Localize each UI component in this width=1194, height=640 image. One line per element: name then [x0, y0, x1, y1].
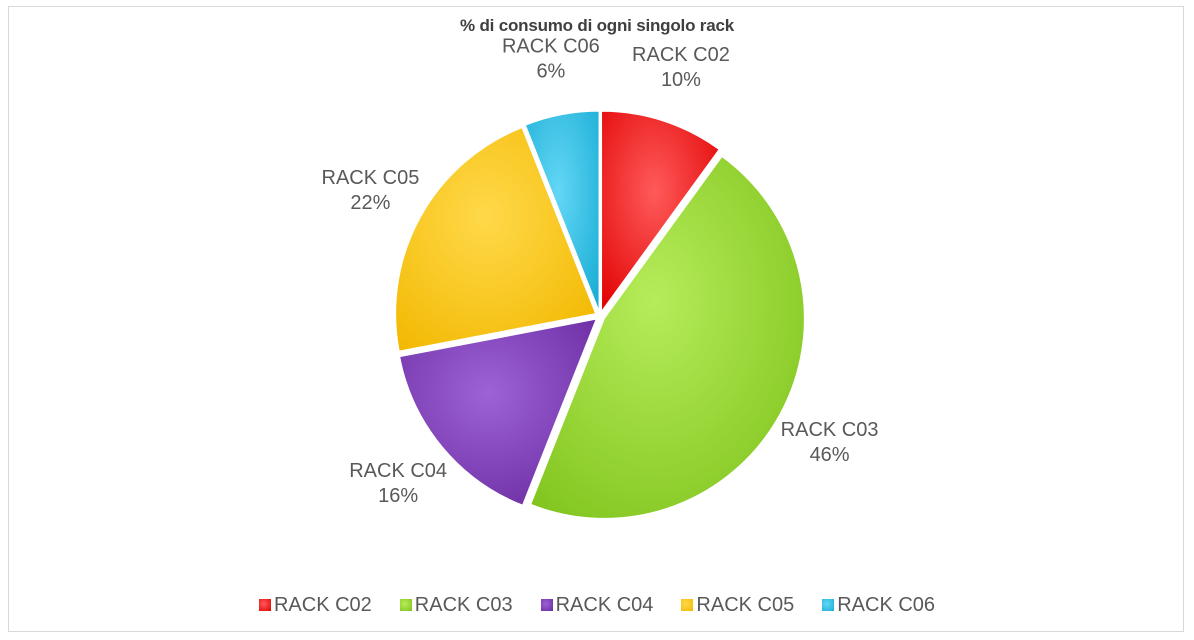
legend-swatch	[540, 599, 553, 611]
pie-slice-rack-c06	[524, 110, 600, 312]
pie-slice-rack-c05	[395, 126, 597, 352]
legend-item-rack-c02: RACK C02	[258, 593, 372, 617]
legend-item-rack-c03: RACK C03	[399, 593, 513, 617]
legend-item-rack-c06: RACK C06	[822, 594, 935, 617]
legend-swatch	[399, 599, 412, 611]
pie-slice-rack-c04	[399, 318, 597, 506]
legend-label: RACK C04	[555, 593, 654, 616]
legend-label: RACK C06	[837, 593, 936, 616]
legend-item-rack-c05: RACK C05	[681, 594, 794, 617]
data-label-rack-c05: RACK C05 22%	[322, 167, 420, 214]
pie-slice-rack-c02	[601, 110, 720, 313]
legend-label: RACK C05	[696, 593, 795, 616]
data-label-rack-c03: RACK C03 46%	[781, 419, 879, 466]
legend-label: RACK C03	[414, 593, 513, 616]
data-label-rack-c06: RACK C06 6%	[502, 36, 600, 83]
chart-title: % di consumo di ogni singolo rack	[460, 16, 734, 35]
legend: RACK C02 RACK C03 RACK C04 RACK C05 RACK C06	[0, 590, 1194, 620]
pie-slice-rack-c03	[530, 155, 805, 519]
legend-label: RACK C02	[273, 593, 372, 616]
legend-swatch	[681, 599, 694, 611]
legend-swatch	[822, 599, 835, 611]
legend-item-rack-c04: RACK C04	[540, 593, 654, 617]
legend-swatch	[258, 599, 271, 611]
data-label-rack-c02: RACK C02 10%	[632, 44, 730, 91]
data-label-rack-c04: RACK C04 16%	[349, 460, 447, 507]
